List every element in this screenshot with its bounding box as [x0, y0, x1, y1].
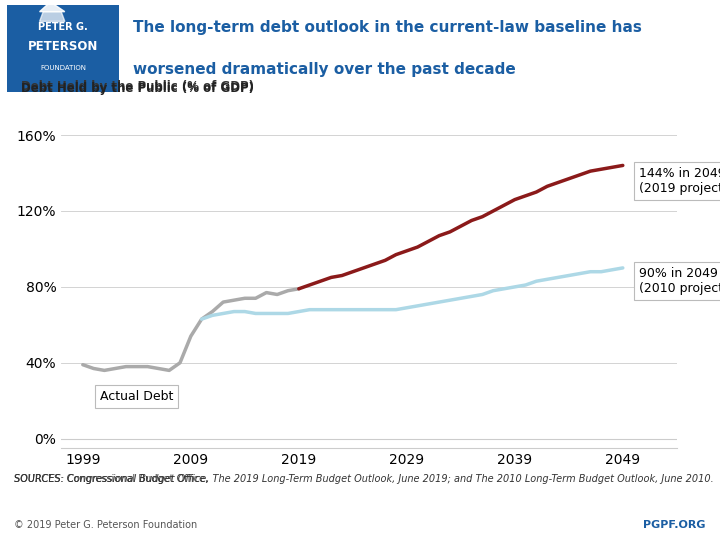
Text: The long-term debt outlook in the current-law baseline has: The long-term debt outlook in the curren… [133, 20, 642, 35]
FancyBboxPatch shape [7, 5, 119, 92]
Text: 90% in 2049
(2010 projection): 90% in 2049 (2010 projection) [639, 267, 720, 295]
Text: SOURCES: Congressional Budget Office, The 2019 Long-Term Budget Outlook, June 20: SOURCES: Congressional Budget Office, Th… [14, 474, 714, 484]
Polygon shape [40, 12, 65, 22]
Text: worsened dramatically over the past decade: worsened dramatically over the past deca… [133, 63, 516, 77]
Text: PETERSON: PETERSON [28, 40, 99, 53]
Text: © 2019 Peter G. Peterson Foundation: © 2019 Peter G. Peterson Foundation [14, 519, 198, 530]
Text: SOURCES: Congressional Budget Office,: SOURCES: Congressional Budget Office, [14, 474, 212, 484]
Text: FOUNDATION: FOUNDATION [40, 65, 86, 71]
Text: PGPF.ORG: PGPF.ORG [643, 519, 706, 530]
Text: Actual Debt: Actual Debt [100, 390, 174, 403]
Text: 144% in 2049
(2019 projection): 144% in 2049 (2019 projection) [639, 167, 720, 194]
Text: PETER G.: PETER G. [38, 22, 89, 32]
Polygon shape [40, 2, 65, 12]
Text: Debt Held by the Public (% of GDP): Debt Held by the Public (% of GDP) [21, 82, 254, 94]
Text: Debt Held by the Public (% of GDP): Debt Held by the Public (% of GDP) [21, 80, 254, 93]
